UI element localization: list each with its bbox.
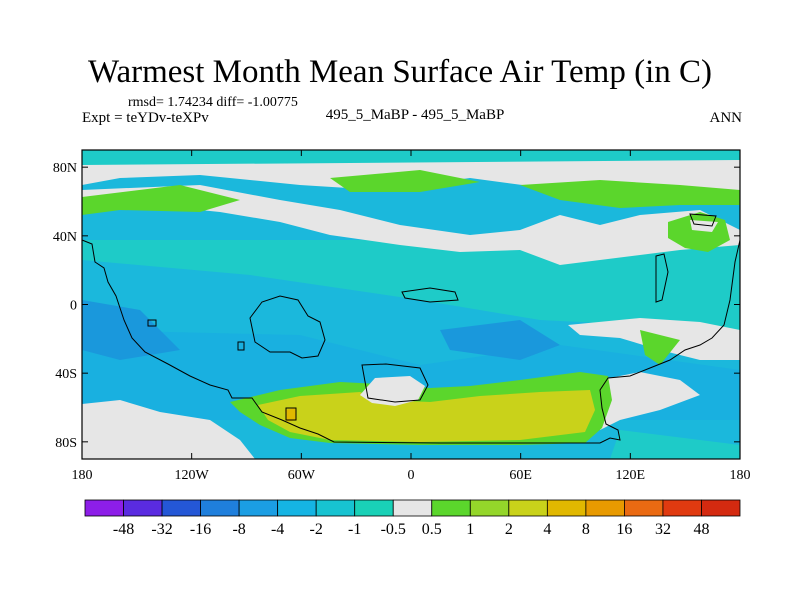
white-region-sw-pole — [82, 400, 255, 459]
colorbar-label: 48 — [693, 521, 709, 538]
coastline-islet-3 — [285, 407, 297, 421]
coastline-islet-2 — [237, 341, 245, 351]
colorbar-label: -48 — [113, 521, 134, 538]
coastline-island-west — [249, 295, 326, 359]
colorbar-swatch — [315, 499, 356, 517]
colorbar-swatch — [392, 499, 433, 517]
stats-label: rmsd= 1.74234 diff= -1.00775 — [128, 95, 298, 110]
center-label: 495_5_MaBP - 495_5_MaBP — [325, 107, 505, 123]
x-tick-label: 180 — [72, 468, 93, 483]
map-plot — [81, 149, 741, 460]
colorbar-label: 8 — [582, 521, 590, 538]
coastline-island-ne — [689, 213, 717, 227]
colorbar-swatch — [469, 499, 510, 517]
coastline-island-east — [655, 253, 669, 303]
x-tick-label: 0 — [408, 468, 415, 483]
colorbar: -48 -32 -16 -8 -4 -2 -1 -0.5 0.5 1 2 4 8 16 32 48 — [84, 499, 741, 538]
experiment-label: Expt = teYDv-teXPv — [82, 110, 209, 126]
x-tick-label: 60E — [509, 468, 532, 483]
y-tick-label: 80S — [55, 436, 77, 451]
colorbar-label: 0.5 — [422, 521, 442, 538]
colorbar-swatch — [200, 499, 240, 517]
orange-spot — [285, 408, 297, 422]
colorbar-swatch — [508, 499, 548, 517]
white-region-se-pole — [600, 372, 700, 430]
colorbar-swatch — [277, 499, 317, 517]
colorbar-label: -32 — [151, 521, 172, 538]
green-patch-nw — [82, 185, 240, 215]
colorbar-label: -2 — [310, 521, 323, 538]
colorbar-swatch — [84, 499, 124, 517]
yellow-region-continent — [258, 390, 595, 442]
colorbar-swatch — [585, 499, 625, 517]
y-tick-label: 40N — [53, 230, 77, 245]
colorbar-label: 32 — [655, 521, 671, 538]
coastline-main — [81, 239, 741, 444]
y-tick-label: 0 — [70, 299, 77, 314]
season-label: ANN — [709, 110, 743, 126]
colorbar-swatch — [238, 499, 279, 517]
x-tick-label: 60W — [288, 468, 316, 483]
colorbar-label: 4 — [543, 521, 551, 538]
colorbar-swatch — [431, 499, 471, 517]
white-patch-pacific — [690, 220, 718, 232]
colorbar-label: -16 — [190, 521, 211, 538]
chart-title: Warmest Month Mean Surface Air Temp (in … — [87, 54, 713, 90]
y-tick-label: 40S — [55, 367, 77, 382]
green-patch-ne — [520, 180, 740, 208]
colorbar-label: -8 — [232, 521, 245, 538]
green-patch-nc — [330, 170, 480, 192]
colorbar-label: -1 — [348, 521, 361, 538]
colorbar-swatch — [624, 499, 664, 517]
colorbar-swatch — [701, 499, 741, 517]
x-tick-label: 120E — [616, 468, 646, 483]
colorbar-swatch — [546, 499, 587, 517]
coastline-island-center — [401, 287, 459, 303]
x-tick-label: 120W — [175, 468, 210, 483]
colorbar-swatch — [354, 499, 394, 517]
x-tick-label: 180 — [730, 468, 751, 483]
cyan-region-se-pole — [610, 430, 740, 459]
colorbar-label: -4 — [271, 521, 284, 538]
blue-patch-west — [82, 300, 180, 360]
colorbar-swatch — [123, 499, 163, 517]
white-patch-continent — [360, 376, 425, 406]
green-patch-se — [640, 330, 680, 365]
y-tick-label: 80N — [53, 161, 77, 176]
colorbar-swatch — [662, 499, 702, 517]
colorbar-label: 1 — [466, 521, 474, 538]
axes: 180 120W 60W 0 60E 120E 180 80N 40N 0 40S 80S — [53, 150, 751, 483]
colorbar-label: 2 — [505, 521, 513, 538]
white-region-midlat — [82, 185, 740, 265]
coastline-islet-1 — [147, 319, 157, 327]
colorbar-label: 16 — [616, 521, 632, 538]
colorbar-swatch — [161, 499, 201, 517]
coastlines — [81, 213, 741, 444]
blue-patch-central — [440, 320, 560, 360]
colorbar-label: -0.5 — [381, 521, 406, 538]
coastline-continent-notch — [361, 363, 429, 403]
